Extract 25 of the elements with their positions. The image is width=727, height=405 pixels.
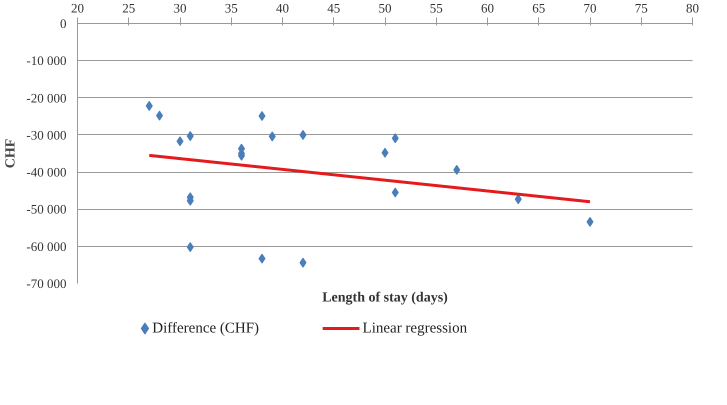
y-axis-title: CHF — [3, 138, 18, 168]
y-tick-label: -30 000 — [26, 127, 67, 142]
x-tick-label: 60 — [481, 0, 494, 16]
x-tick-label: 50 — [378, 0, 392, 16]
y-tick-label: -20 000 — [26, 90, 67, 106]
y-tick-label: 0 — [60, 16, 66, 31]
x-tick-label: 45 — [327, 0, 340, 16]
y-tick-label: -70 000 — [26, 276, 67, 291]
x-tick-label: 40 — [276, 0, 289, 16]
x-tick-label: 25 — [122, 0, 136, 16]
x-tick-label: 65 — [532, 0, 546, 16]
x-tick-label: 55 — [430, 0, 443, 16]
x-axis-title: Length of stay (days) — [322, 290, 448, 306]
x-tick-label: 75 — [634, 0, 648, 16]
x-tick-label: 20 — [71, 0, 84, 16]
legend-label: Difference (CHF) — [152, 320, 260, 336]
legend-label: Linear regression — [362, 320, 468, 336]
x-tick-label: 35 — [224, 0, 238, 16]
x-tick-label: 70 — [584, 0, 596, 16]
x-tick-label: 30 — [174, 0, 186, 16]
x-tick-label: 80 — [686, 0, 699, 16]
y-tick-label: -60 000 — [26, 238, 67, 254]
y-tick-label: -40 000 — [26, 164, 67, 180]
y-tick-label: -50 000 — [26, 202, 67, 217]
y-tick-label: -10 000 — [26, 53, 67, 68]
